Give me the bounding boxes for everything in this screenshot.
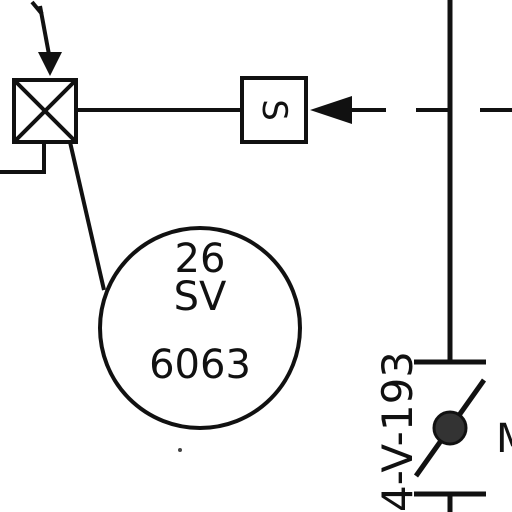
flow-arrow-down	[30, 0, 62, 76]
solenoid-valve-symbol	[12, 78, 78, 144]
instrument-bubble: 26 SV 6063	[98, 226, 302, 430]
bubble-line-1: 26	[175, 236, 226, 282]
pipe-outlet-left	[0, 142, 46, 174]
bubble-line-3: 6063	[149, 342, 251, 388]
partial-label: M	[496, 416, 512, 462]
leader-line	[68, 141, 106, 291]
line-number-label: 4-V-193	[373, 351, 422, 512]
speck	[178, 448, 182, 452]
actuator-box: S	[240, 76, 308, 144]
check-valve-symbol	[413, 378, 487, 478]
bubble-line-2: SV	[174, 274, 227, 320]
signal-arrowhead	[310, 96, 352, 124]
actuator-symbol: S	[254, 99, 294, 121]
